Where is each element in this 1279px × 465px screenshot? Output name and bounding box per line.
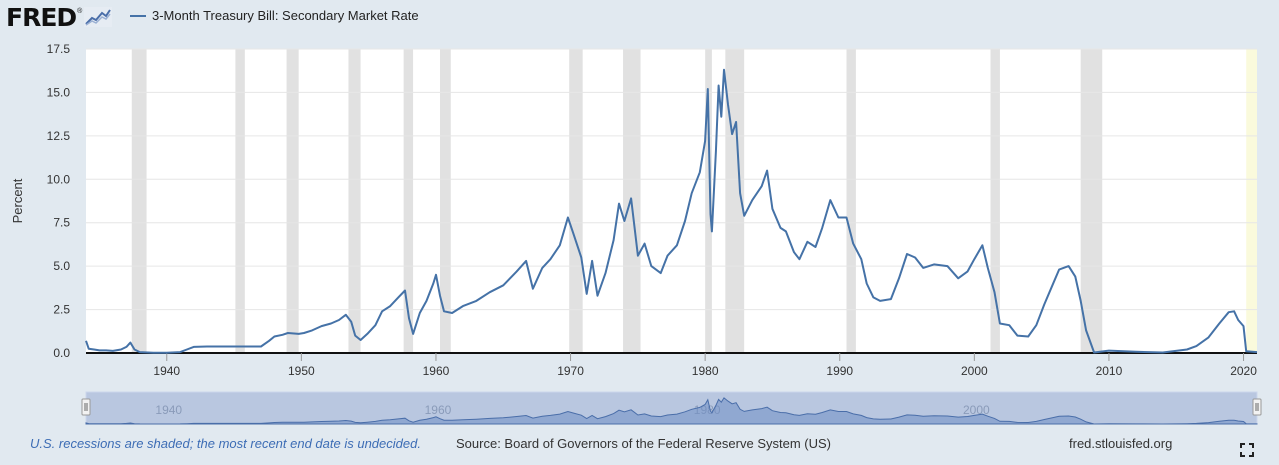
trend-line-icon	[84, 7, 113, 27]
plot-background	[86, 49, 1257, 353]
legend-swatch	[130, 14, 146, 17]
expand-icon[interactable]	[1240, 443, 1254, 457]
recession-band	[348, 49, 361, 353]
recession-band	[569, 49, 583, 353]
y-tick-label: 15.0	[47, 85, 71, 99]
recession-band	[286, 49, 299, 353]
recession-band	[403, 49, 414, 353]
x-tick-label: 1980	[692, 364, 719, 378]
fred-logo-text: FRED	[6, 2, 77, 32]
series-line	[85, 68, 1258, 354]
x-tick-label: 1960	[423, 364, 450, 378]
recession-band	[846, 49, 856, 353]
plot-area: 0.0 2.5 5.0 7.5 10.0 12.5 15.0 17.5 Percent 1940 1…	[10, 42, 1262, 425]
recession-note: U.S. recessions are shaded; the most rec…	[30, 436, 421, 451]
x-tick-label: 1970	[557, 364, 584, 378]
navigator-tick-label: 1960	[425, 403, 452, 417]
legend-series-label: 3-Month Treasury Bill: Secondary Market …	[152, 8, 419, 23]
navigator-handle-right[interactable]	[1252, 398, 1262, 416]
x-tick-label: 1990	[826, 364, 853, 378]
x-tick-label: 2010	[1096, 364, 1123, 378]
recession-band	[1080, 49, 1103, 353]
x-tick-label: 1940	[153, 364, 180, 378]
chart-header: FRED ® 3-Month Treasury Bill: Secondary …	[0, 0, 1279, 34]
y-tick-label: 7.5	[53, 216, 70, 230]
y-tick-label: 10.0	[47, 172, 71, 186]
recession-band	[131, 49, 147, 353]
navigator-tick-label: 2000	[963, 403, 990, 417]
recession-band	[705, 49, 712, 353]
navigator-handle-left[interactable]	[81, 398, 91, 416]
x-tick-label: 1950	[288, 364, 315, 378]
x-tick-label: 2000	[961, 364, 988, 378]
source-note: Source: Board of Governors of the Federa…	[456, 436, 831, 451]
fred-logo[interactable]: FRED ®	[6, 2, 113, 32]
navigator-area	[85, 397, 1258, 425]
y-tick-label: 2.5	[53, 303, 70, 317]
y-tick-label: 5.0	[53, 259, 70, 273]
site-link[interactable]: fred.stlouisfed.org	[1069, 436, 1173, 451]
y-tick-label: 17.5	[47, 42, 71, 56]
y-axis-label: Percent	[10, 178, 25, 223]
recession-band	[235, 49, 245, 353]
x-tick-label: 2020	[1230, 364, 1257, 378]
navigator-tick-label: 1940	[155, 403, 182, 417]
chart-legend[interactable]: 3-Month Treasury Bill: Secondary Market …	[130, 8, 419, 23]
recession-band	[990, 49, 1000, 353]
y-tick-label: 0.0	[53, 346, 70, 360]
recession-band-undecided	[1246, 49, 1257, 353]
registered-mark: ®	[77, 7, 83, 15]
y-tick-label: 12.5	[47, 129, 71, 143]
recession-band	[439, 49, 451, 353]
